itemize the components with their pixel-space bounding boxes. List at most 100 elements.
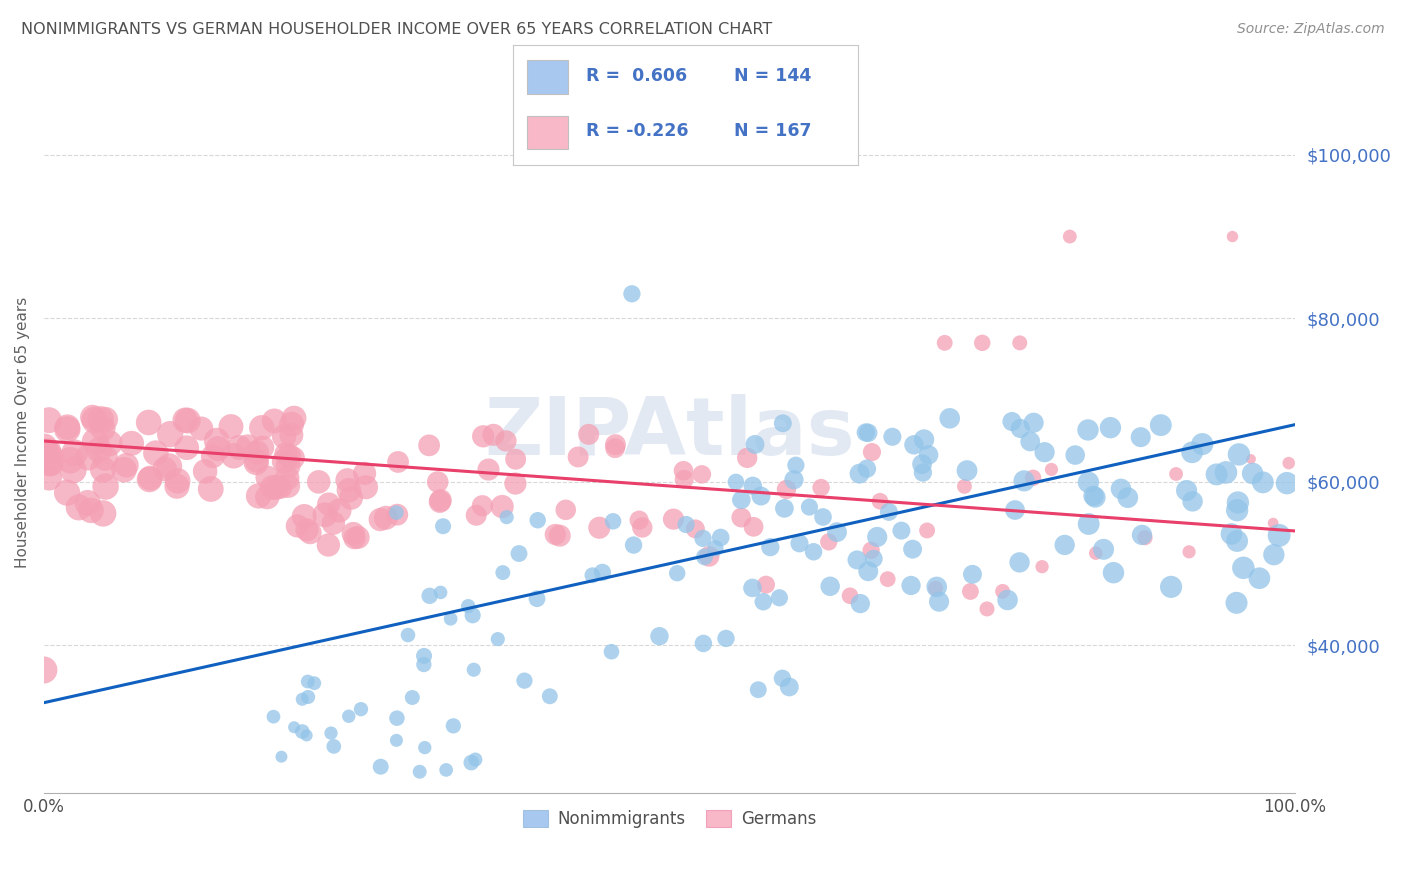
- Text: N = 167: N = 167: [734, 122, 811, 140]
- Text: R =  0.606: R = 0.606: [585, 67, 686, 85]
- Point: [201, 449, 224, 463]
- Point: [263, 414, 285, 428]
- Point: [34, 439, 56, 453]
- Point: [1226, 495, 1249, 509]
- Point: [1019, 434, 1042, 449]
- Point: [890, 524, 912, 538]
- Point: [236, 439, 259, 453]
- Point: [56, 485, 79, 500]
- Point: [789, 536, 811, 550]
- Point: [295, 728, 318, 742]
- Point: [817, 535, 839, 549]
- Point: [953, 479, 976, 493]
- Point: [917, 448, 939, 462]
- Point: [866, 530, 889, 544]
- Point: [56, 422, 79, 436]
- Point: [457, 599, 479, 614]
- Point: [285, 519, 308, 533]
- Point: [205, 434, 228, 448]
- Point: [1222, 229, 1244, 244]
- Point: [385, 733, 408, 747]
- Point: [464, 753, 486, 767]
- Point: [256, 490, 278, 504]
- Point: [962, 567, 984, 582]
- Point: [855, 425, 877, 440]
- Point: [409, 764, 432, 779]
- Point: [959, 584, 981, 599]
- Point: [276, 471, 298, 485]
- Point: [207, 442, 229, 456]
- Point: [692, 532, 714, 546]
- Point: [1008, 555, 1031, 569]
- Point: [342, 526, 364, 541]
- Point: [976, 602, 998, 616]
- Point: [98, 436, 121, 450]
- Point: [900, 578, 922, 592]
- Point: [623, 538, 645, 552]
- Point: [1109, 482, 1132, 496]
- Point: [90, 412, 112, 426]
- Point: [730, 492, 752, 507]
- Point: [526, 513, 548, 527]
- Point: [778, 680, 800, 694]
- Point: [291, 724, 314, 739]
- Point: [912, 433, 935, 447]
- Point: [1150, 418, 1173, 433]
- Point: [38, 471, 60, 485]
- Point: [1249, 571, 1271, 585]
- Point: [1278, 456, 1301, 470]
- Point: [1010, 421, 1032, 435]
- Point: [482, 427, 505, 442]
- Point: [1191, 437, 1213, 451]
- Point: [1099, 420, 1122, 434]
- Point: [1178, 545, 1201, 559]
- Point: [304, 676, 326, 690]
- Point: [858, 564, 880, 578]
- Point: [1241, 467, 1264, 481]
- Point: [581, 568, 603, 582]
- Point: [63, 446, 86, 460]
- Point: [825, 525, 848, 540]
- Point: [1175, 483, 1198, 498]
- Point: [924, 582, 946, 596]
- Point: [440, 612, 463, 626]
- Point: [915, 524, 938, 538]
- Point: [418, 438, 440, 452]
- Point: [856, 461, 879, 475]
- Point: [322, 739, 344, 754]
- Point: [1008, 335, 1031, 350]
- Point: [375, 510, 398, 524]
- Point: [631, 520, 654, 534]
- Point: [1227, 447, 1250, 461]
- Point: [32, 663, 55, 677]
- Point: [741, 581, 763, 595]
- Point: [91, 507, 114, 521]
- Point: [675, 517, 697, 532]
- Point: [91, 462, 114, 476]
- Point: [747, 682, 769, 697]
- Point: [1226, 533, 1249, 548]
- Point: [297, 690, 319, 704]
- Point: [278, 449, 301, 463]
- Point: [262, 481, 284, 495]
- Point: [471, 499, 494, 513]
- Point: [337, 709, 360, 723]
- Point: [347, 530, 370, 544]
- Point: [628, 513, 651, 527]
- Point: [1232, 561, 1254, 575]
- Point: [412, 657, 434, 672]
- Point: [997, 593, 1019, 607]
- Point: [319, 726, 342, 740]
- Point: [401, 690, 423, 705]
- Point: [495, 434, 517, 448]
- Point: [94, 450, 117, 465]
- Point: [856, 425, 879, 440]
- Point: [59, 453, 82, 467]
- Point: [297, 674, 319, 689]
- Point: [1251, 475, 1274, 490]
- Point: [1001, 415, 1024, 429]
- Point: [465, 508, 488, 523]
- Point: [62, 463, 84, 477]
- Point: [354, 480, 377, 494]
- Point: [67, 500, 90, 515]
